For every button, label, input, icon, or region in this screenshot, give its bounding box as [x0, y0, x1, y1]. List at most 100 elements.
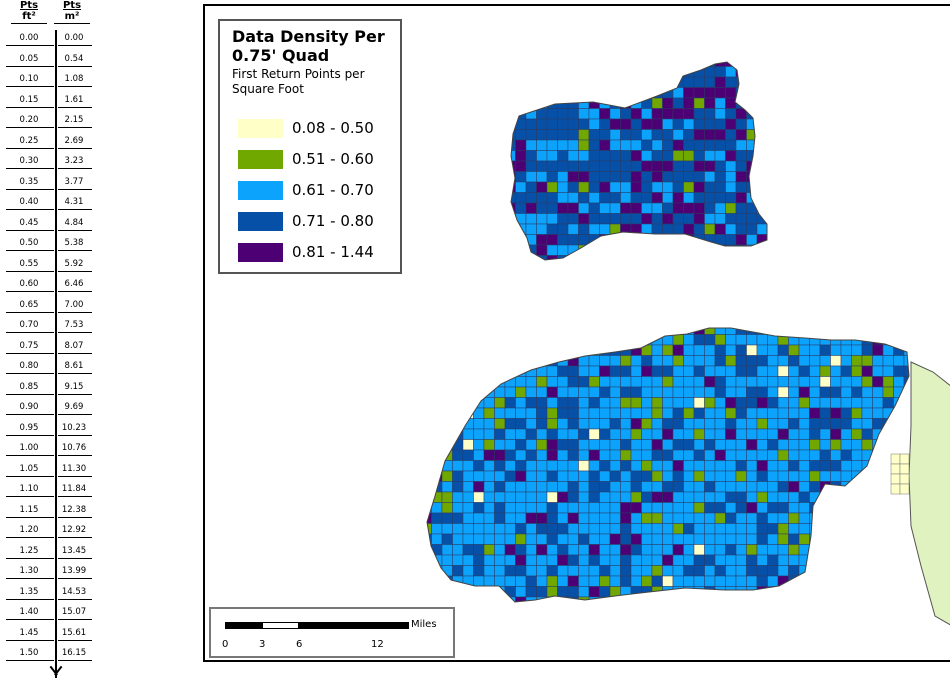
density-cell	[588, 192, 600, 204]
density-cell	[798, 481, 810, 493]
legend-swatch	[238, 150, 283, 169]
density-cell	[536, 129, 548, 141]
density-cell	[683, 544, 695, 556]
density-cell	[431, 439, 443, 451]
density-cell	[672, 244, 684, 256]
density-cell	[746, 150, 758, 162]
density-cell	[683, 502, 695, 514]
density-cell	[714, 544, 726, 556]
density-cell	[735, 586, 747, 598]
density-cell	[788, 460, 800, 472]
density-cell	[641, 386, 653, 398]
density-cell	[620, 328, 632, 335]
density-cell	[588, 118, 600, 130]
density-cell	[746, 365, 758, 377]
density-cell	[609, 328, 621, 335]
density-cell	[704, 544, 716, 556]
density-cell	[567, 129, 579, 141]
density-cell	[515, 244, 527, 256]
density-cell	[798, 491, 810, 503]
density-cell	[427, 418, 432, 430]
density-cell	[798, 512, 810, 524]
density-cell	[672, 428, 684, 440]
legend-swatch	[238, 119, 283, 138]
density-cell	[767, 460, 779, 472]
density-cell	[809, 439, 821, 451]
density-cell	[483, 596, 495, 602]
density-cell	[725, 386, 737, 398]
density-cell	[851, 449, 863, 461]
density-cell	[662, 449, 674, 461]
density-cell	[903, 554, 909, 566]
density-cell	[683, 565, 695, 577]
density-cell	[536, 118, 548, 130]
density-cell	[756, 554, 768, 566]
density-cell	[725, 554, 737, 566]
ruler-row: 0.85 9.15	[6, 379, 94, 395]
ruler-row: 1.15 12.38	[6, 502, 94, 518]
density-cell	[557, 171, 569, 183]
density-cell	[546, 244, 558, 256]
density-cell	[588, 223, 600, 235]
density-cell	[672, 234, 684, 246]
density-cell	[861, 481, 873, 493]
density-cell	[630, 428, 642, 440]
density-cell	[557, 255, 569, 260]
density-cell	[809, 428, 821, 440]
density-cell	[725, 491, 737, 503]
density-cell	[546, 439, 558, 451]
density-cell	[620, 491, 632, 503]
density-cell	[693, 565, 705, 577]
density-cell	[494, 596, 506, 602]
density-cell	[504, 523, 516, 535]
density-cell	[511, 87, 516, 99]
density-cell	[462, 407, 474, 419]
density-cell	[462, 397, 474, 409]
density-cell	[651, 470, 663, 482]
density-cell	[515, 255, 527, 260]
ruler-row: 0.60 6.46	[6, 276, 94, 292]
density-cell	[899, 483, 910, 495]
density-cell	[693, 129, 705, 141]
density-cell	[672, 470, 684, 482]
density-cell	[798, 596, 810, 602]
density-cell	[819, 512, 831, 524]
density-cell	[588, 428, 600, 440]
density-cell	[494, 460, 506, 472]
density-cell	[567, 491, 579, 503]
density-cell	[609, 234, 621, 246]
density-cell	[494, 491, 506, 503]
density-cell	[893, 365, 905, 377]
density-cell	[557, 344, 569, 356]
ruler-underline	[58, 147, 92, 149]
density-cell	[641, 181, 653, 193]
density-cell	[704, 428, 716, 440]
density-cell	[662, 428, 674, 440]
density-cell	[756, 192, 767, 204]
density-cell	[504, 365, 516, 377]
density-cell	[525, 150, 537, 162]
density-cell	[735, 449, 747, 461]
density-cell	[431, 376, 443, 388]
density-cell	[578, 108, 590, 120]
density-cell	[641, 533, 653, 545]
density-cell	[578, 386, 590, 398]
density-cell	[893, 544, 905, 556]
density-cell	[725, 344, 737, 356]
density-cell	[578, 234, 590, 246]
density-cell	[483, 328, 495, 335]
density-cell	[819, 376, 831, 388]
density-cell	[714, 334, 726, 346]
density-cell	[536, 586, 548, 598]
density-cell	[662, 160, 674, 172]
density-cell	[704, 355, 716, 367]
density-cell	[567, 502, 579, 514]
density-cell	[557, 62, 569, 67]
density-cell	[525, 344, 537, 356]
density-cell	[714, 575, 726, 587]
density-cell	[557, 470, 569, 482]
density-cell	[735, 76, 747, 88]
density-cell	[725, 234, 737, 246]
density-cell	[609, 150, 621, 162]
density-cell	[536, 87, 548, 99]
